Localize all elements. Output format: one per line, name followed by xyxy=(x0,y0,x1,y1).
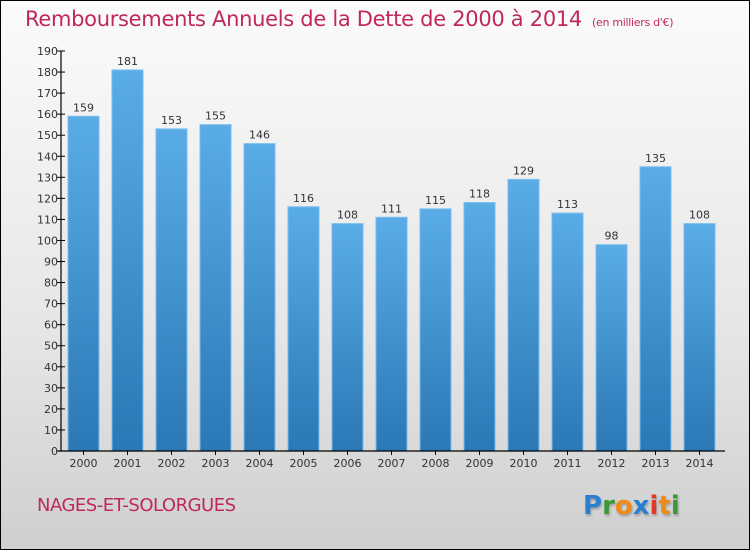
y-tick-label-10: 10 xyxy=(44,424,58,437)
value-label-2012: 98 xyxy=(605,230,619,243)
bar-2004 xyxy=(243,143,276,452)
proxiti-logo: Proxiti xyxy=(583,491,680,521)
logo-letter: t xyxy=(658,491,671,521)
y-tick-label-50: 50 xyxy=(44,340,58,353)
y-tick-label-60: 60 xyxy=(44,319,58,332)
x-tick-label-2014: 2014 xyxy=(686,457,714,470)
x-tick-label-2006: 2006 xyxy=(334,457,362,470)
x-tick-label-2010: 2010 xyxy=(510,457,538,470)
y-tick-label-190: 190 xyxy=(37,45,58,58)
value-label-2008: 115 xyxy=(425,194,446,207)
value-label-2000: 159 xyxy=(73,101,94,114)
y-tick-label-100: 100 xyxy=(37,234,58,247)
axes-group: 2000 2001 2002 2003 2004 2005 2006 2007 2008 2009… xyxy=(37,45,725,470)
bar-2008 xyxy=(419,208,452,452)
x-tick-label-2007: 2007 xyxy=(378,457,406,470)
bar-2009 xyxy=(463,202,496,452)
value-label-2014: 108 xyxy=(689,209,710,222)
value-label-2007: 111 xyxy=(381,202,402,215)
x-tick-label-2005: 2005 xyxy=(290,457,318,470)
logo-letter: i xyxy=(649,491,659,521)
bars-group: 159 181 153 155 146 116 108 111 115 118 129 113 98 13… xyxy=(67,55,716,452)
x-tick-label-2011: 2011 xyxy=(554,457,582,470)
value-label-2005: 116 xyxy=(293,192,314,205)
y-tick-label-110: 110 xyxy=(37,213,58,226)
logo-letter: P xyxy=(583,491,603,521)
bar-2007 xyxy=(375,216,408,452)
x-tick-label-2004: 2004 xyxy=(246,457,274,470)
logo-letter: o xyxy=(614,491,633,521)
bar-2002 xyxy=(155,128,188,452)
logo-letter: i xyxy=(670,491,680,521)
y-tick-label-90: 90 xyxy=(44,256,58,269)
value-label-2010: 129 xyxy=(513,164,534,177)
chart-title: Remboursements Annuels de la Dette de 20… xyxy=(25,7,673,31)
y-tick-label-170: 170 xyxy=(37,87,58,100)
y-tick-label-30: 30 xyxy=(44,382,58,395)
bar-2003 xyxy=(199,124,232,452)
x-tick-label-2002: 2002 xyxy=(158,457,186,470)
y-tick-label-150: 150 xyxy=(37,129,58,142)
y-tick-label-70: 70 xyxy=(44,298,58,311)
y-tick-label-120: 120 xyxy=(37,192,58,205)
value-label-2003: 155 xyxy=(205,110,226,123)
bar-2013 xyxy=(639,166,672,452)
bar-2014 xyxy=(683,223,716,452)
x-tick-label-2012: 2012 xyxy=(598,457,626,470)
y-tick-label-130: 130 xyxy=(37,171,58,184)
logo-letter: x xyxy=(632,491,650,521)
y-tick-label-140: 140 xyxy=(37,150,58,163)
y-tick-label-0: 0 xyxy=(51,445,58,458)
logo-letter: r xyxy=(602,491,615,521)
bar-2000 xyxy=(67,115,100,452)
commune-name: NAGES-ET-SOLORGUES xyxy=(37,495,236,516)
chart-title-text: Remboursements Annuels de la Dette de 20… xyxy=(25,7,582,31)
y-tick-label-160: 160 xyxy=(37,108,58,121)
x-tick-label-2008: 2008 xyxy=(422,457,450,470)
x-tick-label-2013: 2013 xyxy=(642,457,670,470)
value-label-2001: 181 xyxy=(117,55,138,68)
bar-2011 xyxy=(551,212,584,452)
chart-subtitle: (en milliers d'€) xyxy=(592,16,674,29)
x-tick-label-2009: 2009 xyxy=(466,457,494,470)
x-tick-label-2003: 2003 xyxy=(202,457,230,470)
value-label-2011: 113 xyxy=(557,198,578,211)
value-label-2013: 135 xyxy=(645,152,666,165)
y-tick-label-20: 20 xyxy=(44,403,58,416)
value-label-2009: 118 xyxy=(469,188,490,201)
bar-2005 xyxy=(287,206,320,452)
bar-2010 xyxy=(507,178,540,452)
value-label-2002: 153 xyxy=(161,114,182,127)
x-tick-label-2001: 2001 xyxy=(114,457,142,470)
value-label-2006: 108 xyxy=(337,209,358,222)
y-tick-label-180: 180 xyxy=(37,66,58,79)
bar-2012 xyxy=(595,244,628,452)
y-tick-label-80: 80 xyxy=(44,277,58,290)
value-label-2004: 146 xyxy=(249,129,270,142)
x-tick-label-2000: 2000 xyxy=(70,457,98,470)
bar-2001 xyxy=(111,69,144,452)
y-tick-label-40: 40 xyxy=(44,361,58,374)
bar-2006 xyxy=(331,223,364,452)
